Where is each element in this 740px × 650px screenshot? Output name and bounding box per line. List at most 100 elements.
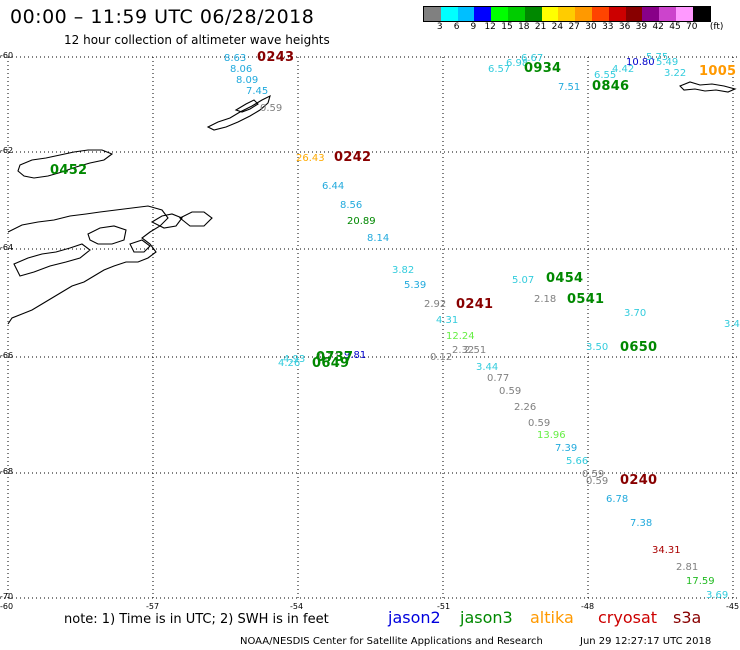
colorbar-swatch xyxy=(575,7,592,21)
wave-height-reading: 20.89 xyxy=(347,216,376,227)
wave-height-reading: 17.59 xyxy=(686,576,715,587)
legend-altika: altika xyxy=(530,608,574,627)
coastline-james-ross xyxy=(87,225,127,245)
wave-height-reading: 0.59 xyxy=(528,418,551,429)
colorbar-label: 18 xyxy=(518,22,530,32)
footer-timestamp: Jun 29 12:27:17 UTC 2018 xyxy=(580,636,712,647)
pass-time-marker: 1005 xyxy=(699,64,737,79)
pass-time-marker: 0649 xyxy=(312,356,350,371)
wave-height-reading: 7.39 xyxy=(555,443,578,454)
wave-height-reading: 26.43 xyxy=(296,153,325,164)
colorbar-label: 24 xyxy=(551,22,564,32)
pass-time-marker: 0452 xyxy=(50,163,88,178)
coastline-south-shetland-b xyxy=(234,99,259,113)
wave-height-reading: 2.92 xyxy=(424,299,447,310)
wave-height-reading: 5.75 xyxy=(646,52,669,63)
wave-height-reading: 5.39 xyxy=(404,280,427,291)
colorbar-swatch xyxy=(625,7,643,21)
pass-time-marker: 0846 xyxy=(592,79,630,94)
colorbar-label: 70 xyxy=(686,22,698,32)
legend-cryosat: cryosat xyxy=(598,608,658,627)
wave-height-reading: 0.77 xyxy=(487,373,510,384)
wave-height-reading: 7.51 xyxy=(558,82,581,93)
wave-height-reading: 3.50 xyxy=(586,342,609,353)
colorbar-label: 42 xyxy=(652,22,664,32)
colorbar-swatch xyxy=(474,7,492,21)
wave-height-reading: 4.93 xyxy=(283,354,306,365)
colorbar-label: 15 xyxy=(501,22,513,32)
footer-note: note: 1) Time is in UTC; 2) SWH is in fe… xyxy=(64,612,329,627)
latitude-label: -70 xyxy=(0,592,14,601)
pass-time-marker: 0241 xyxy=(456,297,494,312)
legend-s3a: s3a xyxy=(673,608,702,627)
wave-height-reading: 3.70 xyxy=(624,308,647,319)
legend-jason3: jason3 xyxy=(460,608,513,627)
wave-height-reading: 7.38 xyxy=(630,518,653,529)
coastline-islet-b xyxy=(178,211,213,227)
colorbar-label: 30 xyxy=(585,22,597,32)
wave-height-reading: 8.06 xyxy=(230,64,253,75)
wave-height-reading: 2.18 xyxy=(534,294,557,305)
map-title: 00:00 – 11:59 UTC 06/28/2018 xyxy=(10,6,315,28)
colorbar-swatch xyxy=(558,7,576,21)
wave-height-reading: 3.22 xyxy=(664,68,687,79)
wave-height-reading: 0.59 xyxy=(260,103,283,114)
wave-height-reading: 10.80 xyxy=(626,57,655,68)
colorbar-label: 3 xyxy=(436,22,443,32)
latitude-label: -62 xyxy=(0,146,14,155)
colorbar-swatch xyxy=(440,7,458,21)
wave-height-reading: 5.07 xyxy=(512,275,535,286)
colorbar-swatch xyxy=(457,7,475,21)
colorbar-swatch xyxy=(675,7,693,21)
colorbar-label: 9 xyxy=(470,22,477,32)
wave-height-reading: 0.12 xyxy=(430,352,453,363)
wave-height-reading: 4.42 xyxy=(612,64,635,75)
wave-height-reading: 2.26 xyxy=(514,402,537,413)
colorbar-swatch xyxy=(591,7,609,21)
wave-height-reading: 0.59 xyxy=(586,476,609,487)
wave-height-reading: 5.49 xyxy=(656,57,679,68)
longitude-label: -57 xyxy=(146,602,160,611)
colorbar-label: 6 xyxy=(453,22,460,32)
wave-height-reading: 3.69 xyxy=(706,590,729,601)
wave-height-reading: 13.96 xyxy=(537,430,566,441)
colorbar-swatch xyxy=(524,7,542,21)
colorbar-swatch xyxy=(692,7,710,21)
wave-height-reading: 4.26 xyxy=(278,358,301,369)
footer-credit: NOAA/NESDIS Center for Satellite Applica… xyxy=(240,636,543,647)
wave-height-reading: 6.67 xyxy=(521,53,544,64)
coastline-antarctic-peninsula xyxy=(7,205,169,325)
pass-time-marker: 0243 xyxy=(257,50,295,65)
colorbar-label: 33 xyxy=(602,22,614,32)
longitude-label: -45 xyxy=(726,602,740,611)
wave-height-reading: 0.71 xyxy=(318,352,341,363)
latitude-label: -64 xyxy=(0,243,14,252)
coastline-snow-hill xyxy=(129,239,151,253)
wave-height-reading: 12.24 xyxy=(446,331,475,342)
wave-height-reading: 0.59 xyxy=(499,386,522,397)
pass-time-marker: 0737 xyxy=(316,350,354,365)
wave-height-reading: 8.56 xyxy=(340,200,363,211)
colorbar-label: 45 xyxy=(669,22,681,32)
pass-time-marker: 0454 xyxy=(546,271,584,286)
wave-height-reading: 8.09 xyxy=(236,75,259,86)
longitude-label: -51 xyxy=(437,602,451,611)
wave-height-reading: 7.45 xyxy=(246,86,269,97)
wave-height-colorbar xyxy=(423,6,711,22)
colorbar-labels: 3 6 9 12 15 18 21 24 27 30 33 36 39 42 45 70 (ft) xyxy=(423,22,740,34)
wave-height-reading: 3.82 xyxy=(392,265,415,276)
wave-height-reading: 3.4 xyxy=(724,319,740,330)
wave-height-reading: 4.31 xyxy=(436,315,459,326)
wave-height-reading: 3.44 xyxy=(476,362,499,373)
colorbar-swatch xyxy=(424,7,441,21)
coastlines xyxy=(7,81,737,325)
coastline-inland-a xyxy=(13,243,91,277)
wave-height-reading: 6.44 xyxy=(322,181,345,192)
colorbar-swatch xyxy=(541,7,559,21)
wave-height-reading: 8.63 xyxy=(224,53,247,64)
colorbar-swatch xyxy=(608,7,626,21)
wave-height-reading: 6.55 xyxy=(594,70,617,81)
longitude-label: -60 xyxy=(0,602,14,611)
colorbar-swatch xyxy=(659,7,676,21)
